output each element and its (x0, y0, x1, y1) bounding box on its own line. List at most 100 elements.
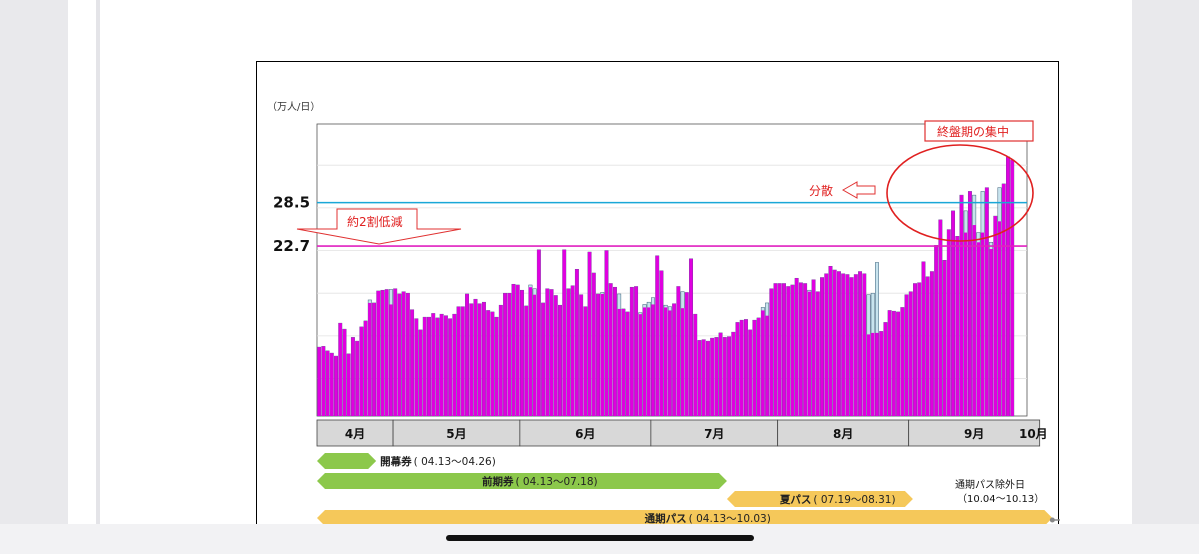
bar-magenta (507, 293, 512, 416)
bar-magenta (342, 329, 347, 416)
bar-magenta (625, 311, 630, 416)
month-label: 10月 (1019, 427, 1048, 441)
bar-magenta (630, 287, 634, 416)
bar-magenta (655, 255, 659, 416)
bar-magenta (693, 314, 697, 416)
bar-magenta (439, 314, 444, 416)
bar-magenta (964, 232, 968, 416)
bar-magenta (904, 294, 909, 416)
bar-magenta (799, 282, 803, 416)
bar-magenta (858, 271, 862, 416)
ref-label-22-7: 22.7 (273, 237, 310, 255)
bar-magenta (499, 305, 503, 416)
bar-magenta (355, 341, 359, 416)
bar-magenta (968, 191, 972, 416)
bar-magenta (756, 317, 761, 416)
month-label: 9月 (964, 427, 984, 441)
bar-magenta (837, 271, 841, 416)
bar-magenta (338, 323, 342, 416)
bar-magenta (672, 303, 676, 416)
bar-magenta (325, 350, 330, 416)
bar-magenta (887, 310, 892, 416)
bar-magenta (735, 322, 740, 416)
bar-magenta (604, 250, 609, 416)
bar-magenta (790, 284, 795, 416)
bar-magenta (406, 293, 410, 416)
bar-magenta (824, 273, 828, 416)
bar-magenta (448, 318, 452, 416)
gridlines (317, 164, 1027, 379)
bar-magenta (570, 285, 575, 416)
bar-magenta (803, 283, 807, 416)
bar-magenta (330, 353, 334, 416)
bar-magenta (955, 236, 959, 416)
late-surge-box (924, 120, 1034, 142)
bar-magenta (579, 294, 583, 416)
late-surge-label: 終盤期の集中 (937, 124, 1009, 139)
bar-magenta (575, 269, 579, 416)
bar-magenta (841, 273, 845, 416)
bar-magenta (503, 293, 507, 416)
bar-magenta (469, 303, 473, 416)
bar-magenta (718, 332, 723, 416)
bar-magenta (820, 277, 824, 416)
month-label: 7月 (704, 427, 724, 441)
bar-magenta (583, 306, 588, 416)
bar-magenta (372, 302, 376, 416)
bar-magenta (668, 310, 672, 416)
bar-magenta (701, 339, 706, 416)
bar-magenta (807, 291, 812, 416)
bar-magenta (490, 311, 495, 416)
home-indicator[interactable] (446, 535, 754, 541)
bar-magenta (959, 195, 964, 416)
bar-magenta (892, 311, 896, 416)
bar-magenta (727, 336, 731, 416)
pass-range-opening: ( 04.13〜04.26) (414, 456, 496, 468)
exclusion-start-dot (1049, 517, 1055, 523)
bar-magenta (334, 356, 338, 416)
bar-magenta (934, 245, 938, 416)
bar-magenta (393, 288, 397, 416)
bar-magenta (723, 337, 727, 416)
reduction-arrow-shape (296, 208, 462, 245)
bar-magenta (811, 279, 816, 416)
dispersion-arrow: 分散 (809, 181, 876, 199)
month-cell (777, 419, 910, 447)
bar-magenta (461, 306, 465, 416)
bar-magenta (740, 320, 744, 416)
pass-bar-early (317, 473, 727, 489)
bar-magenta (486, 310, 490, 416)
bar-magenta (866, 334, 871, 416)
daily-visitors-chart: （万人/日） 28.5 22.7 約2割低減 分散 終盤期の集中 4月 5月 6月 7… (267, 101, 1060, 526)
bar-magenta (714, 337, 719, 416)
bar-magenta (389, 304, 393, 416)
bar-magenta (1006, 156, 1010, 416)
bar-magenta (592, 272, 596, 416)
bar-magenta (680, 308, 685, 416)
bar-magenta (778, 283, 782, 416)
bar-magenta (871, 332, 875, 416)
ref-label-28-5: 28.5 (273, 194, 310, 212)
bar-magenta (566, 288, 571, 416)
bar-magenta (609, 283, 613, 416)
bar-magenta (972, 225, 976, 416)
month-label: 8月 (833, 427, 853, 441)
y-unit-label: （万人/日） (267, 101, 320, 113)
bar-magenta (816, 291, 820, 416)
bar-magenta (900, 307, 905, 416)
pass-bar-summer (726, 491, 913, 507)
pass-bar-opening (317, 453, 377, 469)
bar-magenta (773, 283, 778, 416)
bar-magenta (997, 221, 1002, 416)
month-cell (392, 419, 521, 447)
reference-lines (317, 201, 1027, 247)
bar-magenta (786, 286, 790, 416)
bar-magenta (516, 284, 520, 416)
bar-magenta (663, 307, 668, 416)
pass-label-summer: 夏パス (779, 494, 812, 506)
bar-magenta (321, 346, 326, 416)
month-cell (908, 419, 1041, 447)
pass-periods: 開幕券 ( 04.13〜04.26) 前期券 ( 04.13〜07.18) 夏パ… (317, 453, 1053, 526)
bar-magenta (993, 216, 998, 416)
bar-magenta (1010, 159, 1014, 416)
